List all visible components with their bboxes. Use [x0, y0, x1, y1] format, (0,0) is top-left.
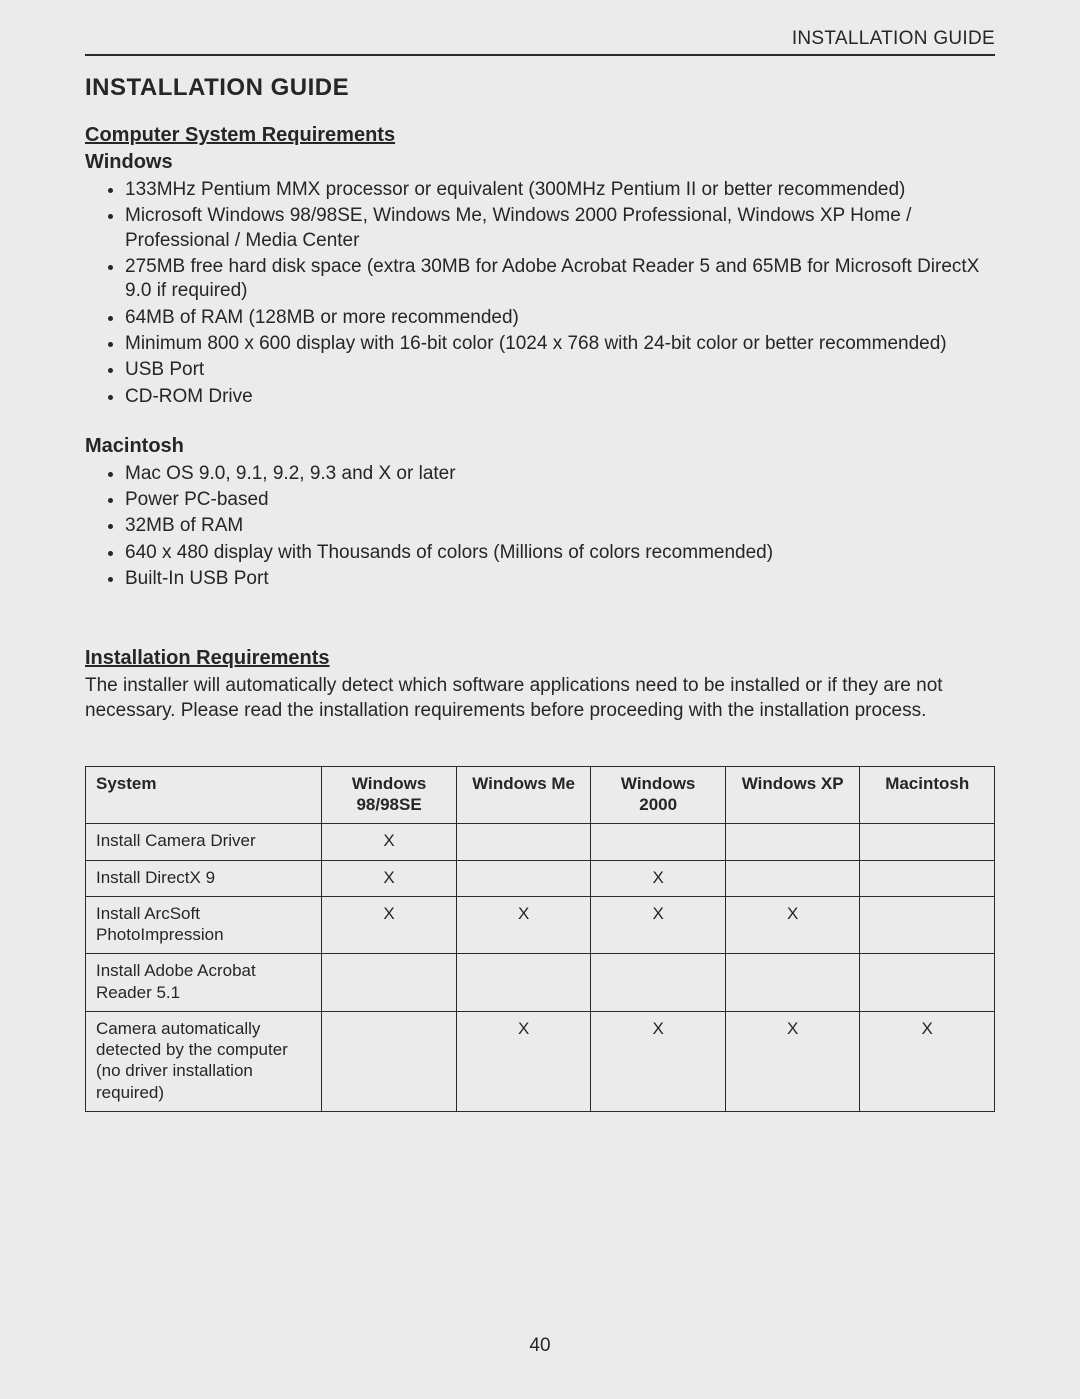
list-item: Power PC-based	[125, 488, 995, 514]
page-number: 40	[0, 1335, 1080, 1357]
mac-subheading: Macintosh	[85, 435, 995, 458]
cell	[860, 824, 995, 860]
install-table-body: Install Camera DriverXInstall DirectX 9X…	[86, 824, 995, 1112]
list-item: 133MHz Pentium MMX processor or equivale…	[125, 178, 995, 204]
table-row: Install DirectX 9XX	[86, 860, 995, 896]
cell: X	[322, 896, 457, 954]
table-row: Install ArcSoft PhotoImpressionXXXX	[86, 896, 995, 954]
col-mac: Macintosh	[860, 766, 995, 824]
cell: X	[322, 824, 457, 860]
cell	[591, 954, 726, 1012]
page-title: INSTALLATION GUIDE	[85, 74, 995, 102]
list-item: CD-ROM Drive	[125, 385, 995, 411]
mac-req-list: Mac OS 9.0, 9.1, 9.2, 9.3 and X or later…	[85, 462, 995, 594]
cell	[725, 824, 860, 860]
cell	[456, 954, 591, 1012]
col-win98: Windows 98/98SE	[322, 766, 457, 824]
table-header-row: System Windows 98/98SE Windows Me Window…	[86, 766, 995, 824]
cell: X	[725, 1011, 860, 1111]
col-win2000: Windows 2000	[591, 766, 726, 824]
list-item: 64MB of RAM (128MB or more recommended)	[125, 306, 995, 332]
windows-req-list: 133MHz Pentium MMX processor or equivale…	[85, 178, 995, 411]
windows-subheading: Windows	[85, 151, 995, 174]
cell: X	[860, 1011, 995, 1111]
cell	[860, 860, 995, 896]
install-req-paragraph: The installer will automatically detect …	[85, 674, 995, 723]
list-item: Minimum 800 x 600 display with 16-bit co…	[125, 332, 995, 358]
col-winme: Windows Me	[456, 766, 591, 824]
list-item: USB Port	[125, 358, 995, 384]
header-rule	[85, 54, 995, 56]
cell	[322, 954, 457, 1012]
table-row: Install Camera DriverX	[86, 824, 995, 860]
running-head: INSTALLATION GUIDE	[85, 28, 995, 50]
cell: X	[591, 860, 726, 896]
list-item: 32MB of RAM	[125, 514, 995, 540]
cell: X	[456, 896, 591, 954]
cell	[860, 954, 995, 1012]
list-item: 640 x 480 display with Thousands of colo…	[125, 541, 995, 567]
list-item: Microsoft Windows 98/98SE, Windows Me, W…	[125, 204, 995, 255]
cell	[456, 824, 591, 860]
cell: X	[591, 1011, 726, 1111]
table-row: Camera automatically detected by the com…	[86, 1011, 995, 1111]
cell	[725, 860, 860, 896]
sys-req-heading: Computer System Requirements	[85, 124, 995, 147]
cell: X	[322, 860, 457, 896]
install-req-heading: Installation Requirements	[85, 647, 995, 670]
row-label: Camera automatically detected by the com…	[86, 1011, 322, 1111]
list-item: Built-In USB Port	[125, 567, 995, 593]
row-label: Install ArcSoft PhotoImpression	[86, 896, 322, 954]
table-row: Install Adobe Acrobat Reader 5.1	[86, 954, 995, 1012]
list-item: 275MB free hard disk space (extra 30MB f…	[125, 255, 995, 306]
cell: X	[591, 896, 726, 954]
cell	[322, 1011, 457, 1111]
col-system: System	[86, 766, 322, 824]
row-label: Install Adobe Acrobat Reader 5.1	[86, 954, 322, 1012]
page: INSTALLATION GUIDE INSTALLATION GUIDE Co…	[0, 0, 1080, 1399]
cell	[860, 896, 995, 954]
cell: X	[725, 896, 860, 954]
col-winxp: Windows XP	[725, 766, 860, 824]
cell	[725, 954, 860, 1012]
row-label: Install DirectX 9	[86, 860, 322, 896]
cell: X	[456, 1011, 591, 1111]
row-label: Install Camera Driver	[86, 824, 322, 860]
cell	[591, 824, 726, 860]
cell	[456, 860, 591, 896]
list-item: Mac OS 9.0, 9.1, 9.2, 9.3 and X or later	[125, 462, 995, 488]
install-table: System Windows 98/98SE Windows Me Window…	[85, 766, 995, 1112]
